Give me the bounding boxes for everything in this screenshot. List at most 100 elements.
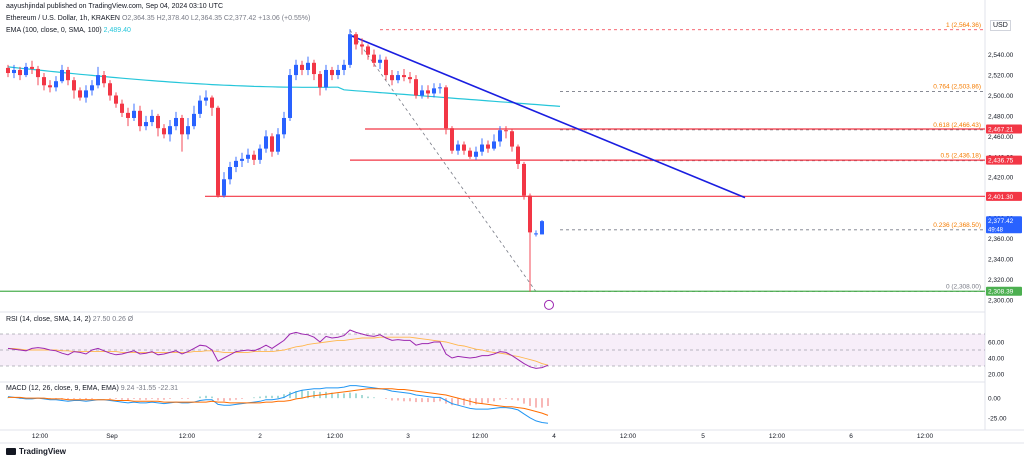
candle-body — [348, 34, 352, 65]
event-icon — [544, 299, 554, 310]
candle-body — [210, 97, 214, 108]
candle-body — [504, 130, 508, 132]
time-tick-label: 5 — [701, 433, 705, 440]
price-tick-label: 2,460.00 — [988, 134, 1014, 141]
time-tick-label: Sep — [106, 433, 118, 440]
time-tick-label: 12:00 — [917, 433, 934, 440]
candle-body — [306, 62, 310, 70]
candle-body — [204, 97, 208, 101]
time-tick-label: 6 — [849, 433, 853, 440]
candle-body — [42, 77, 46, 86]
fib-level-label: 0.764 (2,503.86) — [933, 84, 981, 91]
candle-body — [432, 88, 436, 94]
candle-body — [408, 77, 412, 80]
rsi-label: RSI (14, close, SMA, 14, 2) — [6, 316, 91, 323]
macd-label: MACD (12, 26, close, 9, EMA, EMA) — [6, 385, 119, 392]
price-tick-label: 2,340.00 — [988, 256, 1014, 263]
candle-body — [246, 154, 250, 159]
currency-badge[interactable]: USD — [990, 20, 1011, 31]
candle-body — [426, 90, 430, 94]
time-tick-label: 12:00 — [179, 433, 196, 440]
candle-body — [180, 117, 184, 135]
rsi-tick-label: 60.00 — [988, 340, 1005, 347]
candle-body — [324, 69, 328, 88]
candle-body — [234, 160, 238, 167]
candle-body — [84, 90, 88, 98]
candle-body — [378, 59, 382, 63]
candle-body — [90, 85, 94, 91]
candle-body — [48, 85, 52, 88]
rsi-ma-line — [8, 336, 549, 366]
candle-body — [336, 69, 340, 76]
candle-body — [126, 112, 130, 118]
candle-body — [264, 136, 268, 149]
price-tick-label: 2,360.00 — [988, 236, 1014, 243]
candle-body — [540, 221, 544, 235]
symbol-title: Ethereum / U.S. Dollar, 1h, KRAKEN — [6, 15, 120, 22]
fib-level-label: 0 (2,308.00) — [946, 284, 981, 291]
candle-body — [120, 103, 124, 113]
candle-body — [288, 75, 292, 118]
candle-body — [258, 148, 262, 160]
price-tick-label: 2,480.00 — [988, 113, 1014, 120]
publisher-line: aayushjindal published on TradingView.co… — [6, 3, 224, 10]
rsi-tick-label: 20.00 — [988, 372, 1005, 379]
time-tick-label: 12:00 — [620, 433, 637, 440]
candle-body — [12, 69, 16, 74]
price-badge-label: 2,436.75 — [988, 158, 1014, 165]
candle-body — [342, 64, 346, 70]
candle-body — [138, 110, 142, 127]
candle-body — [480, 144, 484, 152]
candle-body — [366, 46, 370, 55]
time-tick-label: 12:00 — [327, 433, 344, 440]
candle-body — [222, 179, 226, 196]
candle-body — [72, 80, 76, 91]
candle-body — [492, 141, 496, 149]
candle-body — [360, 44, 364, 47]
candle-body — [198, 100, 202, 114]
candle-body — [420, 90, 424, 96]
candle-body — [60, 69, 64, 82]
time-tick-label: 12:00 — [32, 433, 49, 440]
candle-body — [486, 144, 490, 149]
candle-body — [516, 146, 520, 164]
candle-body — [276, 134, 280, 152]
fib-level-label: 0.236 (2,368.50) — [933, 222, 981, 229]
candle-body — [312, 62, 316, 75]
candle-body — [102, 75, 106, 84]
rsi-tick-label: 40.00 — [988, 356, 1005, 363]
price-badge-label: 2,467.21 — [988, 126, 1014, 133]
symbol-line: Ethereum / U.S. Dollar, 1h, KRAKEN O2,36… — [6, 15, 310, 22]
candle-body — [498, 130, 502, 142]
price-badge — [986, 286, 1022, 296]
candle-body — [330, 69, 334, 76]
tradingview-logo: TradingView — [6, 447, 66, 456]
candle-body — [402, 75, 406, 78]
candle-body — [522, 163, 526, 196]
macd-legend: MACD (12, 26, close, 9, EMA, EMA) 9.24 -… — [6, 385, 178, 392]
price-tick-label: 2,540.00 — [988, 52, 1014, 59]
price-badge-countdown: 49:48 — [988, 228, 1004, 234]
candle-body — [510, 131, 514, 147]
fib-diagonal-line — [349, 29, 537, 292]
tradingview-logo-icon — [6, 448, 16, 456]
candle-body — [294, 64, 298, 76]
candle-body — [144, 122, 148, 127]
candle-body — [240, 158, 244, 161]
candle-body — [168, 126, 172, 135]
candle-body — [36, 68, 40, 78]
price-tick-label: 2,520.00 — [988, 73, 1014, 80]
candle-body — [384, 59, 388, 76]
time-tick-label: 2 — [258, 433, 262, 440]
price-badge-label: 2,377.42 — [988, 218, 1014, 225]
price-tick-label: 2,420.00 — [988, 175, 1014, 182]
time-tick-label: 4 — [552, 433, 556, 440]
candle-body — [252, 154, 256, 160]
macd-tick-label: -25.00 — [988, 415, 1007, 422]
price-badge — [986, 216, 1022, 234]
candle-body — [192, 113, 196, 127]
ema-legend: EMA (100, close, 0, SMA, 100) 2,489.40 — [6, 27, 131, 34]
candle-body — [372, 54, 376, 63]
fib-level-label: 1 (2,564.36) — [946, 22, 981, 29]
